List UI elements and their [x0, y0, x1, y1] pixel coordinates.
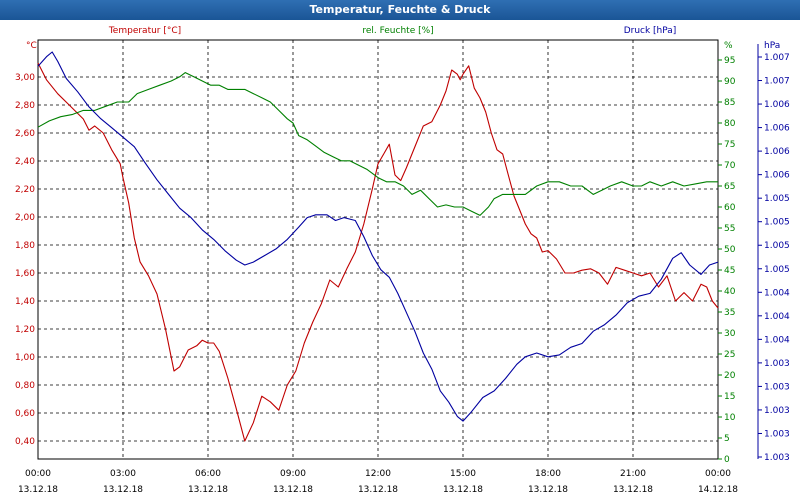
pressure-tick-label: 1.005 — [764, 241, 790, 251]
x-tick-time-label: 00:00 — [25, 469, 51, 479]
window-title: Temperatur, Feuchte & Druck — [0, 0, 800, 20]
x-tick-time-label: 06:00 — [195, 469, 221, 479]
pressure-unit-label: hPa — [764, 41, 780, 51]
temperature-tick-label: 1,80 — [15, 241, 35, 251]
temperature-tick-label: 1,40 — [15, 297, 35, 307]
pressure-tick-label: 1.003 — [764, 453, 790, 463]
pressure-tick-label: 1.005 — [764, 218, 790, 228]
temperature-line — [37, 62, 719, 442]
humidity-tick-label: 65 — [724, 182, 735, 192]
x-tick-time-label: 00:00 — [705, 469, 731, 479]
humidity-tick-label: 85 — [724, 98, 735, 108]
x-tick-time-label: 03:00 — [110, 469, 136, 479]
pressure-tick-label: 1.006 — [764, 147, 790, 157]
humidity-tick-label: 80 — [724, 119, 736, 129]
temperature-tick-label: 1,20 — [15, 325, 35, 335]
temperature-tick-label: 0,60 — [15, 409, 35, 419]
humidity-line — [37, 72, 718, 216]
pressure-tick-label: 1.004 — [764, 288, 790, 298]
humidity-tick-label: 70 — [724, 161, 736, 171]
temperature-tick-label: 2,80 — [15, 101, 35, 111]
pressure-tick-label: 1.006 — [764, 171, 790, 181]
pressure-tick-label: 1.007 — [764, 77, 790, 87]
temperature-tick-label: 2,60 — [15, 129, 35, 139]
humidity-tick-label: 75 — [724, 140, 735, 150]
pressure-tick-label: 1.003 — [764, 406, 790, 416]
pressure-tick-label: 1.005 — [764, 194, 790, 204]
humidity-tick-label: 55 — [724, 224, 735, 234]
axes — [37, 39, 762, 460]
x-tick-date-label: 13.12.18 — [528, 485, 568, 495]
x-tick-time-label: 18:00 — [535, 469, 561, 479]
grid — [38, 40, 718, 459]
pressure-tick-label: 1.006 — [764, 100, 790, 110]
pressure-tick-label: 1.003 — [764, 429, 790, 439]
pressure-tick-label: 1.007 — [764, 53, 790, 63]
humidity-tick-label: 35 — [724, 308, 735, 318]
humidity-tick-label: 25 — [724, 350, 735, 360]
series-lines — [37, 51, 719, 442]
pressure-tick-label: 1.004 — [764, 312, 790, 322]
humidity-tick-label: 5 — [724, 434, 730, 444]
humidity-tick-label: 40 — [724, 287, 736, 297]
humidity-tick-label: 10 — [724, 413, 736, 423]
pressure-tick-label: 1.006 — [764, 124, 790, 134]
temperature-tick-label: 2,20 — [15, 185, 35, 195]
x-tick-date-label: 13.12.18 — [273, 485, 313, 495]
humidity-unit-label: % — [724, 41, 733, 51]
x-tick-date-label: 14.12.18 — [698, 485, 738, 495]
temperature-tick-label: 1,00 — [15, 353, 35, 363]
humidity-tick-label: 20 — [724, 371, 736, 381]
temperature-unit-label: °C — [26, 41, 37, 51]
x-tick-time-label: 12:00 — [365, 469, 391, 479]
x-tick-date-label: 13.12.18 — [103, 485, 143, 495]
humidity-tick-label: 30 — [724, 329, 736, 339]
x-tick-time-label: 15:00 — [450, 469, 476, 479]
pressure-line — [37, 51, 719, 422]
humidity-tick-label: 45 — [724, 266, 735, 276]
humidity-tick-label: 95 — [724, 56, 735, 66]
x-tick-date-label: 13.12.18 — [443, 485, 483, 495]
temperature-tick-label: 2,00 — [15, 213, 35, 223]
temperature-tick-label: 1,60 — [15, 269, 35, 279]
humidity-tick-label: 60 — [724, 203, 736, 213]
pressure-tick-label: 1.005 — [764, 265, 790, 275]
x-tick-time-label: 21:00 — [620, 469, 646, 479]
pressure-tick-label: 1.004 — [764, 335, 790, 345]
axis-labels: °C Temperatur [°C] rel. Feuchte [%] Druc… — [15, 26, 790, 495]
pressure-tick-label: 1.003 — [764, 359, 790, 369]
humidity-tick-label: 15 — [724, 392, 735, 402]
pressure-axis-label: Druck [hPa] — [624, 26, 677, 36]
temperature-axis-label: Temperatur [°C] — [108, 26, 181, 36]
temperature-tick-label: 3,00 — [15, 73, 35, 83]
pressure-tick-label: 1.003 — [764, 382, 790, 392]
x-tick-date-label: 13.12.18 — [188, 485, 228, 495]
humidity-tick-label: 0 — [724, 455, 730, 465]
humidity-tick-label: 90 — [724, 77, 736, 87]
temperature-tick-label: 0,80 — [15, 381, 35, 391]
temperature-tick-label: 0,40 — [15, 437, 35, 447]
x-tick-date-label: 13.12.18 — [613, 485, 653, 495]
x-tick-date-label: 13.12.18 — [358, 485, 398, 495]
x-tick-time-label: 09:00 — [280, 469, 306, 479]
humidity-axis-label: rel. Feuchte [%] — [362, 26, 433, 36]
temperature-tick-label: 2,40 — [15, 157, 35, 167]
humidity-tick-label: 50 — [724, 245, 736, 255]
x-tick-date-label: 13.12.18 — [18, 485, 58, 495]
